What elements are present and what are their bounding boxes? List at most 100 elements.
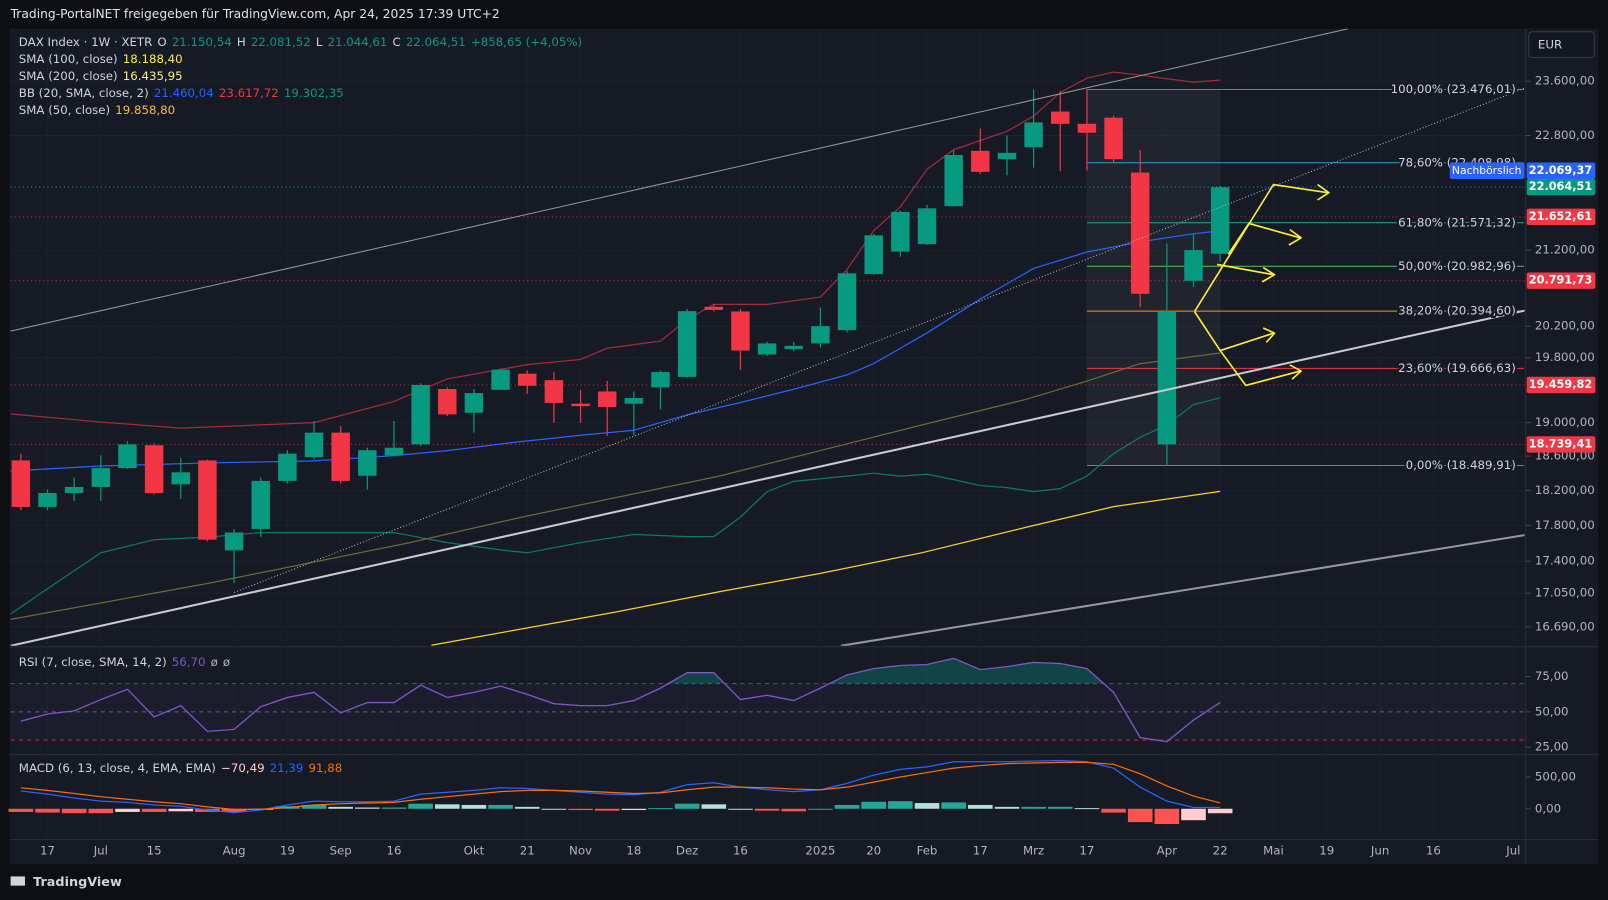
- candle-body: [518, 373, 537, 386]
- x-tick-label: 18: [626, 843, 641, 857]
- rsi-overbought-fill: [668, 658, 1104, 684]
- macd-histogram-bar: [1154, 808, 1180, 825]
- candle-body: [304, 432, 324, 458]
- legend-item: ø: [211, 655, 218, 669]
- brand: TradingView: [10, 875, 122, 890]
- arrow: [1219, 350, 1302, 387]
- macd-histogram-bar: [461, 804, 487, 809]
- indicator-line: [10, 397, 1221, 615]
- legend-line: SMA (200, close) 16.435,95: [19, 69, 183, 83]
- legend-item: C: [393, 35, 401, 49]
- candle-layer: [11, 89, 1230, 584]
- y-tick-label: 18.200,00: [1535, 483, 1595, 497]
- macd-histogram-bar: [1181, 808, 1206, 821]
- fib-label: 38,20% (20.394,60): [1398, 304, 1516, 318]
- y-tick-label: 50,00: [1535, 704, 1569, 718]
- macd-histogram-bar: [914, 803, 940, 809]
- macd-histogram-bar: [1101, 808, 1126, 813]
- candle-body: [651, 372, 670, 388]
- candle-body: [944, 154, 963, 207]
- macd-histogram-bar: [61, 808, 87, 814]
- macd-histogram-bar: [861, 801, 887, 809]
- candle-body: [1077, 123, 1097, 133]
- price-tag-label: 18.739,41: [1529, 437, 1593, 450]
- brand-logo: [10, 876, 25, 886]
- macd-histogram-bar: [994, 806, 1020, 809]
- macd-histogram-bar: [301, 804, 327, 809]
- trend-line: [840, 534, 1525, 646]
- x-tick-label: 22: [1213, 843, 1228, 857]
- candle-body: [411, 384, 430, 445]
- macd-histogram-bar: [88, 808, 114, 814]
- legend-item: 21,39: [270, 760, 304, 774]
- price-tag: [1526, 436, 1596, 453]
- x-tick-label: 19: [1319, 843, 1334, 857]
- price-tag-note: Nachbörslich: [1452, 164, 1521, 177]
- macd-histogram-bar: [355, 807, 380, 809]
- price-tag-label: 22.064,51: [1529, 180, 1593, 193]
- macd-histogram-bar: [701, 804, 727, 809]
- legend-item: O: [157, 35, 166, 49]
- legend-item: 23.617,72: [219, 86, 279, 100]
- macd-histogram-bar: [434, 804, 460, 809]
- macd-histogram-bar: [8, 808, 34, 812]
- arrow: [1216, 263, 1276, 283]
- candle-body: [544, 380, 564, 403]
- drawings: [10, 28, 1525, 646]
- macd-histogram-bar: [514, 806, 540, 809]
- y-tick-label: 0,00: [1535, 801, 1561, 815]
- macd-histogram-bar: [834, 804, 860, 809]
- x-tick-label: Jul: [93, 843, 108, 857]
- legend-item: 18.188,40: [123, 52, 183, 66]
- candle-body: [997, 152, 1017, 160]
- candle-body: [91, 468, 111, 487]
- candle-body: [438, 389, 457, 415]
- label-layer: 23.600,00 22.800,00 21.200,00 20.200,00 19.8…: [19, 35, 1596, 857]
- legend-item: MACD (6, 13, close, 4, EMA, EMA): [19, 760, 216, 774]
- macd-histogram-bar: [35, 808, 60, 813]
- price-tag-label: 22.069,37: [1529, 164, 1592, 177]
- legend-line: BB (20, SMA, close, 2) 21.460,04 23.617,72…: [19, 86, 344, 100]
- fib-label: 61,80% (21.571,32): [1398, 215, 1516, 229]
- x-tick-label: Okt: [464, 843, 485, 857]
- macd-line: [20, 761, 1221, 811]
- price-tag: [1526, 208, 1596, 226]
- legend-item: 21.150,54: [172, 35, 232, 49]
- candle-body: [358, 450, 377, 476]
- macd-histogram-bar: [728, 808, 753, 810]
- x-tick-label: 17: [1079, 843, 1094, 857]
- legend-item: SMA (50, close): [19, 103, 110, 117]
- price-tag-note-box: [1449, 162, 1525, 179]
- x-tick-label: Dez: [676, 843, 698, 857]
- y-tick-label: 19.800,00: [1535, 350, 1595, 364]
- currency-button[interactable]: EUR: [1528, 31, 1595, 58]
- trend-line: [10, 309, 1525, 646]
- candle-body: [757, 343, 777, 355]
- candle-body: [837, 273, 857, 331]
- macd-histogram-bar: [568, 808, 593, 811]
- y-tick-label: 21.200,00: [1535, 243, 1595, 257]
- macd-histogram-bar: [1047, 806, 1073, 809]
- y-tick-label: 75,00: [1535, 669, 1569, 683]
- price-tag: [1526, 162, 1596, 179]
- macd-histogram-bar: [408, 803, 433, 809]
- x-tick-label: Jul: [1505, 843, 1520, 857]
- currency-box[interactable]: [1528, 31, 1595, 58]
- attribution: Trading-PortalNET freigegeben für Tradin…: [10, 7, 500, 21]
- legend-line: MACD (6, 13, close, 4, EMA, EMA) −70,49 21…: [19, 760, 342, 774]
- brand-name: TradingView: [33, 875, 122, 890]
- currency[interactable]: EUR: [1538, 38, 1562, 52]
- candle-body: [224, 532, 244, 551]
- candle-body: [891, 211, 910, 252]
- price-tag: [1526, 272, 1596, 289]
- macd-histogram-bar: [968, 804, 993, 809]
- x-tick-label: 2025: [805, 843, 835, 857]
- indicator-line: [431, 490, 1221, 646]
- candle-body: [64, 486, 84, 493]
- y-tick-label: 16.690,00: [1535, 619, 1595, 633]
- macd-histogram-bar: [1021, 806, 1046, 809]
- candle-body: [198, 460, 217, 540]
- legend-item: 21.460,04: [154, 86, 214, 100]
- macd-histogram-bar: [674, 803, 700, 809]
